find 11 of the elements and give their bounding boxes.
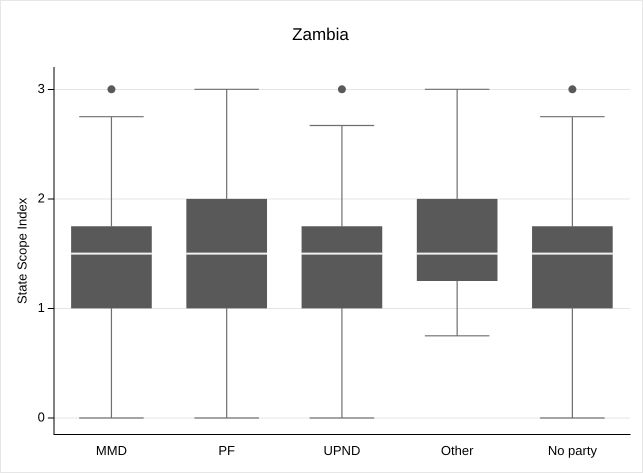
x-tick-label: UPND (323, 442, 360, 458)
x-tick-label: Other (440, 442, 474, 458)
chart-title: Zambia (292, 24, 350, 44)
x-tick-label: PF (218, 442, 236, 458)
y-tick-label: 3 (38, 80, 45, 96)
x-tick-label: MMD (96, 442, 127, 458)
y-tick-label: 1 (38, 300, 45, 315)
y-tick-label: 0 (38, 410, 45, 425)
y-tick-label: 2 (38, 190, 45, 206)
x-tick-label: No party (548, 442, 598, 458)
y-axis-title: State Scope Index (14, 197, 30, 304)
